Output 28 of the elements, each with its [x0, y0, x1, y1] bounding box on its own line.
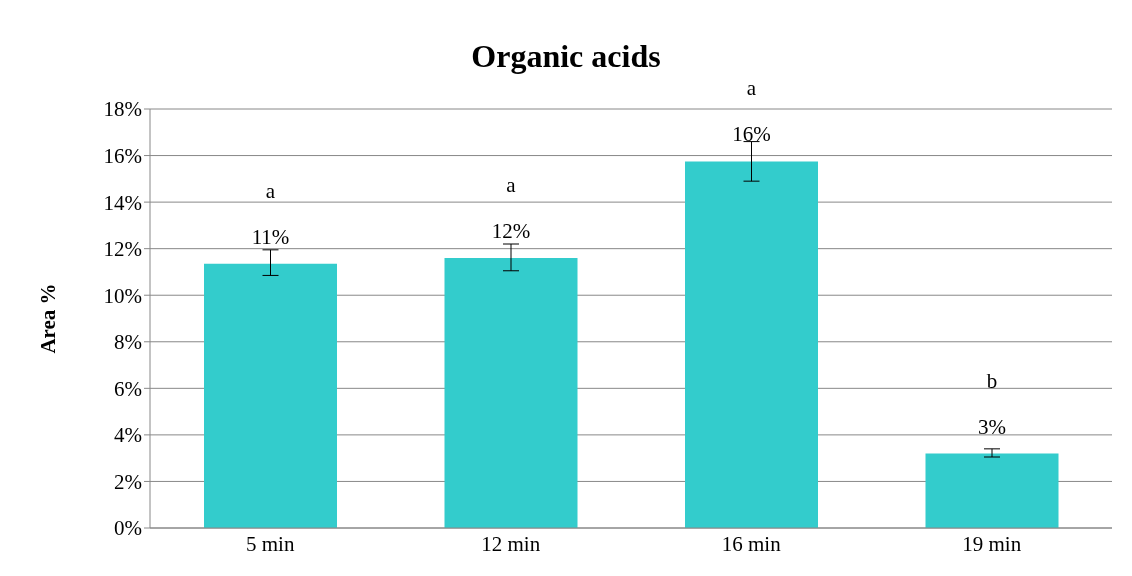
y-tick-label: 10%: [103, 283, 142, 308]
y-tick-label: 2%: [114, 469, 142, 494]
x-tick-label: 19 min: [962, 531, 1022, 556]
text: a: [746, 76, 757, 101]
annotation: b: [986, 368, 998, 393]
data-label: 3%: [978, 414, 1006, 439]
x-tick-label: 16 min: [721, 531, 782, 556]
y-tick-label: 14%: [103, 190, 142, 215]
chart-title: Organic acids: [470, 38, 662, 75]
y-tick-label: 12%: [103, 237, 142, 262]
bar: [685, 161, 818, 528]
bar: [204, 263, 337, 528]
y-tick-label: 18%: [103, 97, 142, 122]
bar: [444, 257, 578, 528]
y-tick-label: 16%: [103, 144, 142, 169]
y-tick-label: 4%: [114, 423, 142, 448]
data-label: 16%: [732, 122, 771, 147]
bar: [925, 453, 1059, 528]
data-label: 11%: [251, 224, 290, 249]
x-tick-label: 5 min: [246, 531, 295, 556]
x-tick-label: 12 min: [481, 531, 541, 556]
y-tick-label: 6%: [114, 376, 142, 401]
data-label: 12%: [491, 218, 531, 243]
y-axis-title: Area %: [36, 283, 61, 354]
y-tick-label: 8%: [114, 330, 142, 355]
y-tick-label: 0%: [114, 516, 142, 541]
annotation: a: [506, 172, 517, 197]
annotation: a: [265, 178, 276, 203]
